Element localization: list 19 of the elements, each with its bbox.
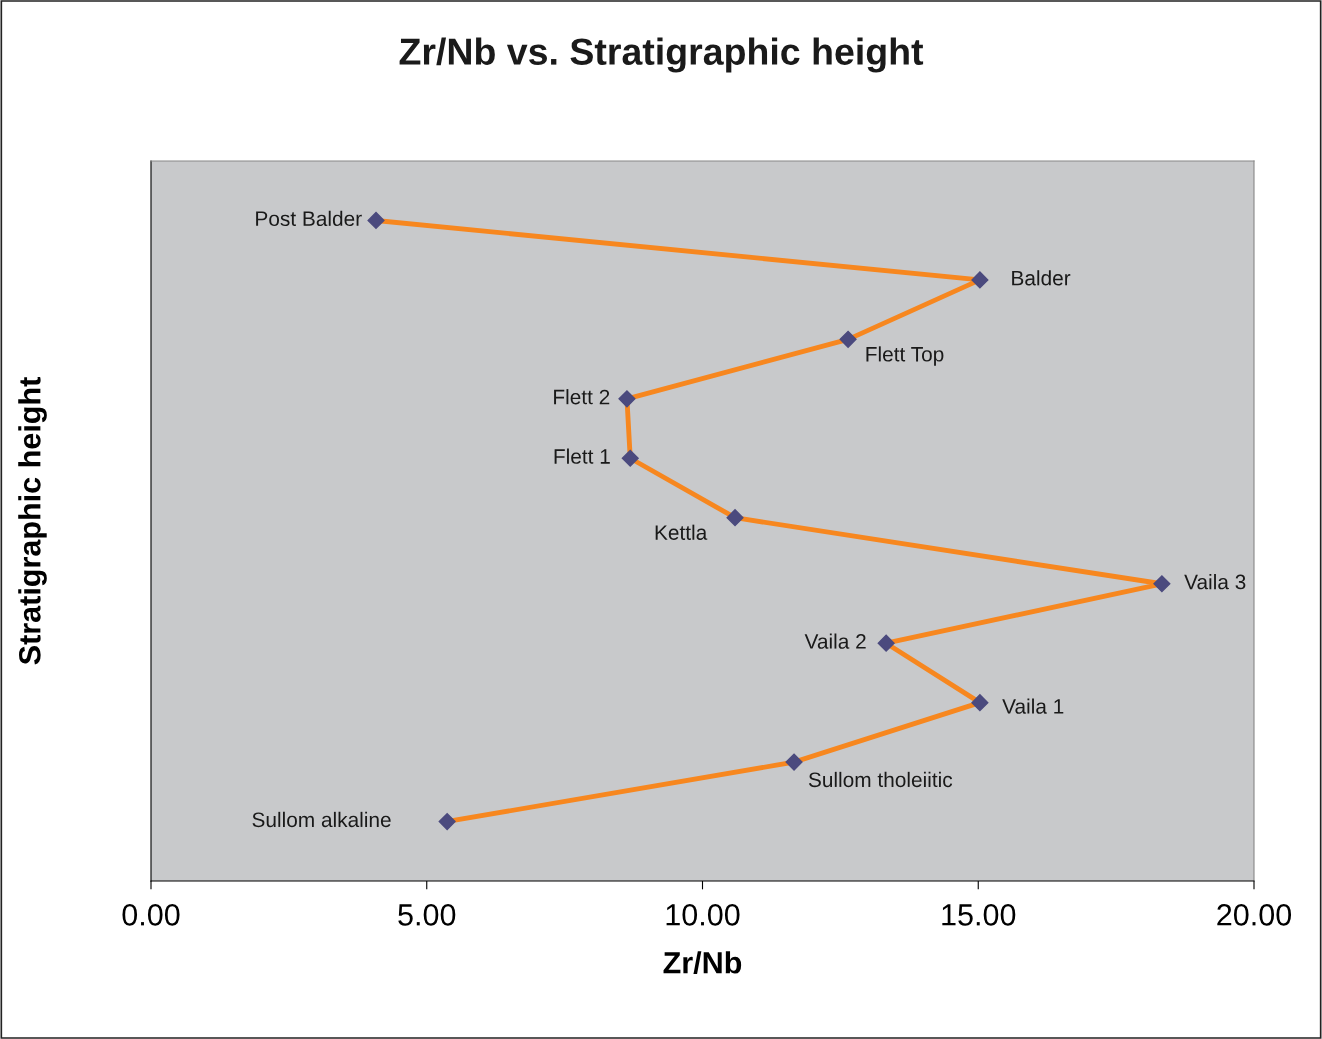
annotation: Vaila 3	[1184, 574, 1246, 590]
y-axis-title: Stratigraphic height	[18, 377, 47, 665]
x-tick-label: 10.00	[666, 904, 740, 926]
annotation: Vaila 1	[1002, 698, 1064, 714]
annotation: Balder	[1012, 270, 1071, 286]
annotation: Kettla	[655, 524, 708, 540]
annotation: Flett Top	[866, 346, 944, 366]
annotation: Post Balder	[256, 210, 362, 227]
x-tick-label: 20.00	[1217, 904, 1292, 926]
annotation: Flett 2	[554, 389, 610, 405]
annotation: Flett 1	[554, 448, 610, 464]
annotation: Sullom tholeiitic	[808, 771, 953, 788]
x-tick-label: 0.00	[122, 904, 180, 926]
annotation: Sullom alkaline	[252, 811, 391, 828]
chart-title: Zr/Nb vs. Stratigraphic height	[399, 37, 924, 73]
x-tick-label: 15.00	[942, 904, 1016, 926]
x-axis-title: Zr/Nb	[663, 951, 742, 974]
x-tick-label: 5.00	[398, 904, 456, 926]
annotation: Vaila 2	[804, 633, 866, 649]
